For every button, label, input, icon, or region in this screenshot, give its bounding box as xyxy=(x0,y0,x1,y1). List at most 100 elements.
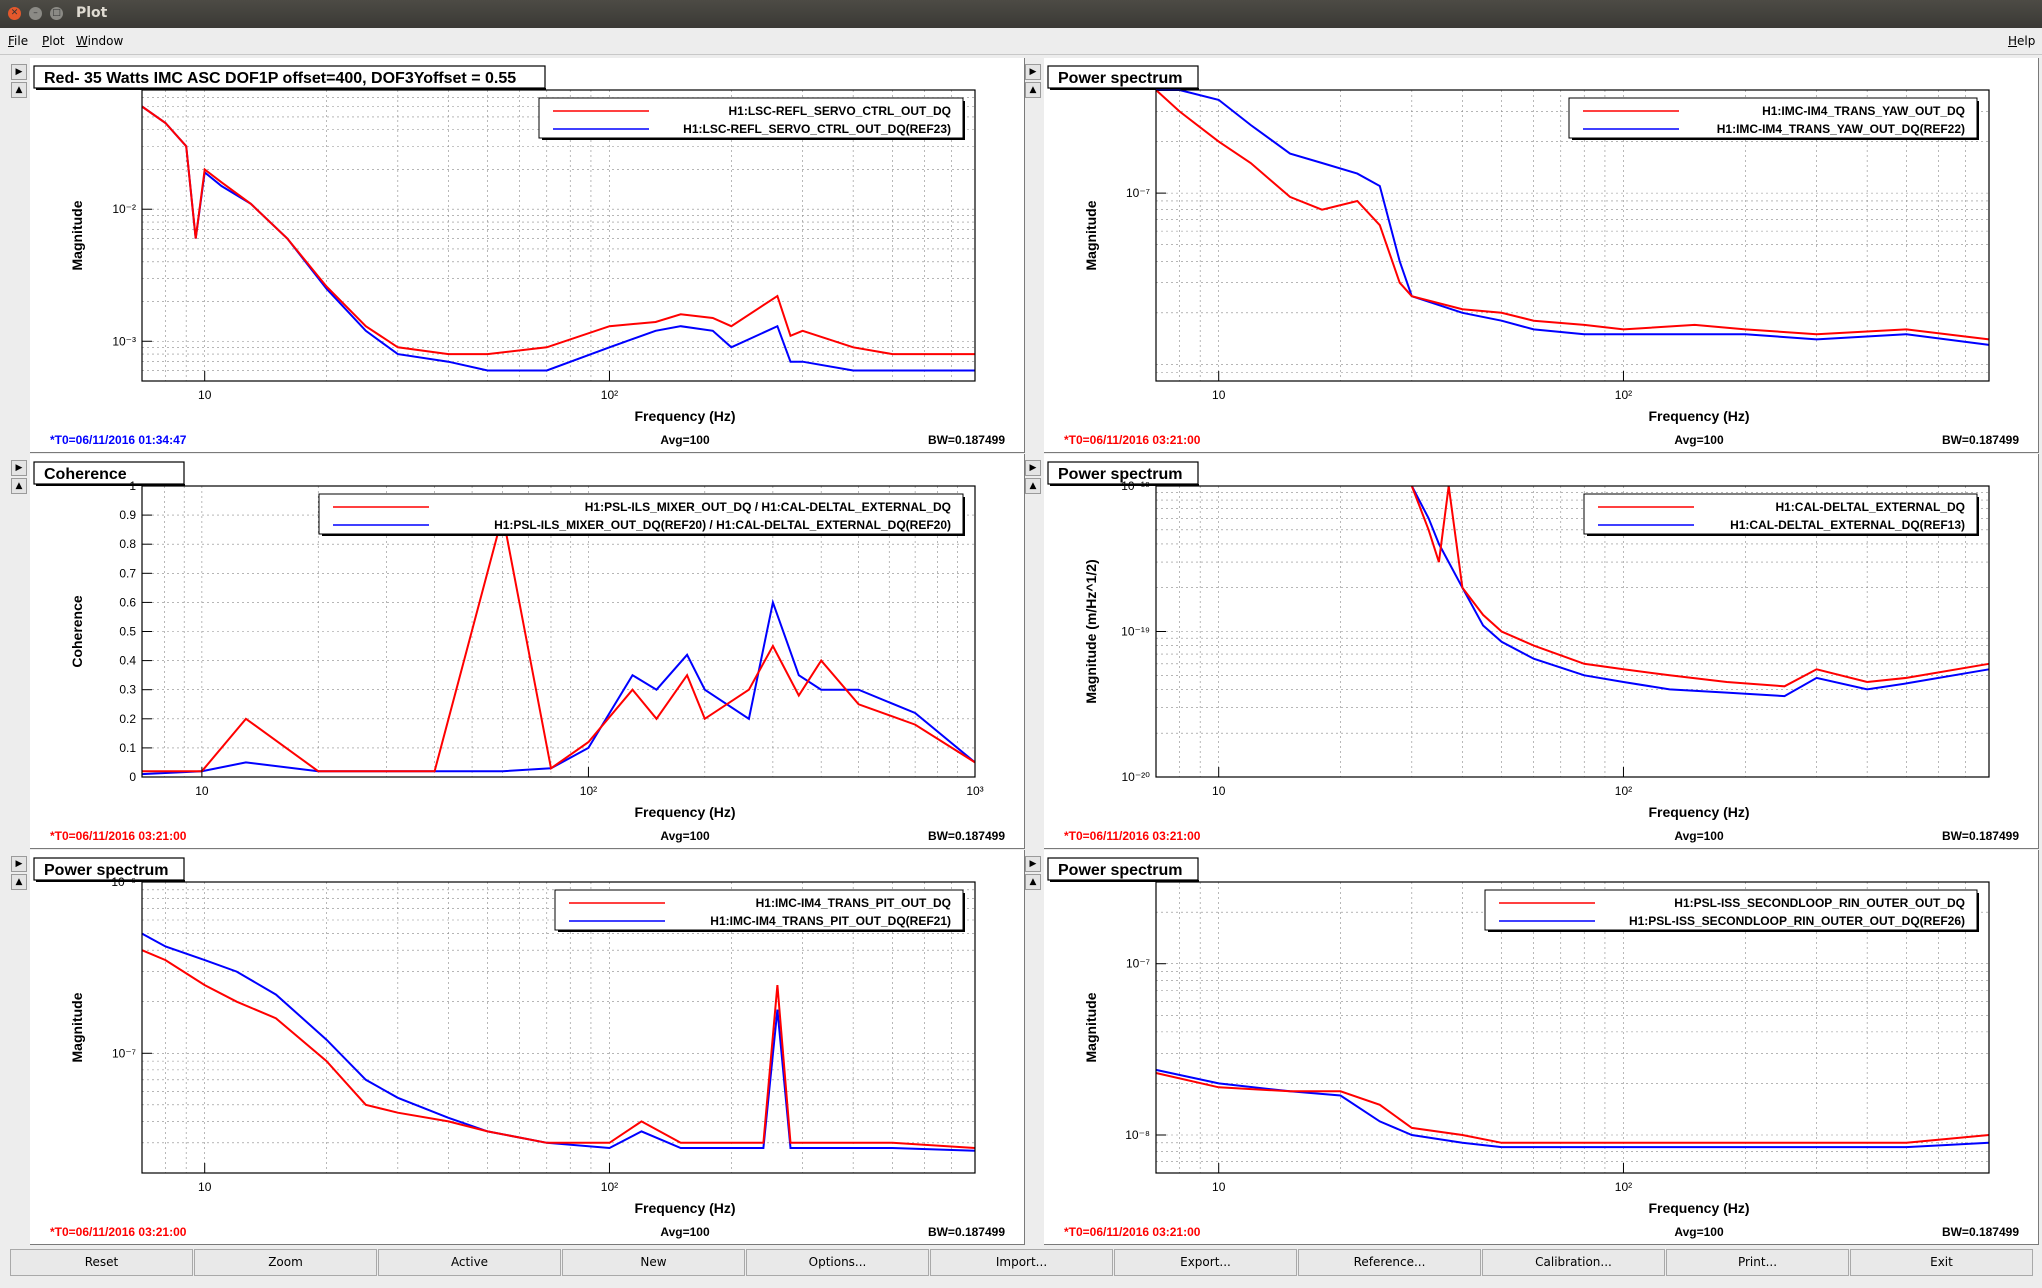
plot-svg[interactable]: Red- 35 Watts IMC ASC DOF1P offset=400, … xyxy=(30,58,1024,452)
panel-expand-down-icon[interactable]: ▲ xyxy=(1025,82,1041,98)
y-tick-label: 10⁻²⁰ xyxy=(1122,770,1151,784)
y-tick-label: 10⁻¹⁹ xyxy=(1121,625,1150,639)
plot-svg[interactable]: Power spectrum 10 10² 10⁻⁷ 10⁻⁸ Frequency (Hz… xyxy=(1044,850,2038,1244)
plot-canvas[interactable]: Coherence 10 10² 10³ 1 0.9 0.8 0.7 0.6 0.5 0.4 0.3 0… xyxy=(30,454,1025,849)
toolbar-button-exit[interactable]: Exit xyxy=(1850,1249,2033,1276)
menu-file[interactable]: File xyxy=(8,34,29,48)
plot-svg[interactable]: Power spectrum 10 10² 10⁻⁶ 10⁻⁷ Frequency (Hz… xyxy=(30,850,1024,1244)
bottom-toolbar: Reset Zoom Active New Options... Import... Exp… xyxy=(10,1249,2033,1276)
toolbar-button-new[interactable]: New xyxy=(562,1249,745,1276)
plot-title: Power spectrum xyxy=(1058,862,1182,879)
panel-expand-up-icon[interactable]: ▶ xyxy=(11,460,27,476)
window-titlebar: ✕ – □ Plot xyxy=(0,0,2042,28)
window-maximize-icon[interactable]: □ xyxy=(50,7,63,20)
window-close-icon[interactable]: ✕ xyxy=(8,7,21,20)
t0-timestamp: *T0=06/11/2016 01:34:47 xyxy=(50,433,187,447)
x-tick-label: 10 xyxy=(195,784,209,798)
toolbar-button-options[interactable]: Options... xyxy=(746,1249,929,1276)
menu-help[interactable]: Help xyxy=(2008,34,2036,48)
plot-panel-lsc-refl: ▶ ▲ Red- 35 Watts IMC ASC DOF1P offset=400… xyxy=(10,58,1025,453)
toolbar-button-export[interactable]: Export... xyxy=(1114,1249,1297,1276)
panel-expand-up-icon[interactable]: ▶ xyxy=(1025,64,1041,80)
toolbar-button-reset[interactable]: Reset xyxy=(10,1249,193,1276)
y-tick-label: 0.2 xyxy=(119,712,136,726)
x-axis-label: Frequency (Hz) xyxy=(634,408,735,424)
y-axis-label: Magnitude xyxy=(69,992,85,1062)
plot-canvas[interactable]: Red- 35 Watts IMC ASC DOF1P offset=400, … xyxy=(30,58,1025,453)
plot-frame xyxy=(1155,89,1990,382)
trace-reference xyxy=(141,598,976,776)
legend-box[interactable] xyxy=(1583,493,1978,535)
toolbar-button-print[interactable]: Print... xyxy=(1666,1249,1849,1276)
plot-panel-coherence: ▶ ▲ Coherence 10 10² 10³ 1 0.9 0.8 0.7 0.6 0.5 0.4 0.… xyxy=(10,454,1025,849)
x-axis-label: Frequency (Hz) xyxy=(634,804,735,820)
toolbar-button-calibration[interactable]: Calibration... xyxy=(1482,1249,1665,1276)
plot-canvas[interactable]: Power spectrum 10 10² 10⁻⁷ 10⁻⁸ Frequency (Hz… xyxy=(1044,850,2039,1245)
bandwidth: BW=0.187499 xyxy=(928,1225,1005,1239)
menu-window[interactable]: Window xyxy=(76,34,124,48)
legend-entry: H1:IMC-IM4_TRANS_YAW_OUT_DQ(REF22) xyxy=(1717,122,1965,136)
y-tick-label: 0.3 xyxy=(119,683,136,697)
avg-count: Avg=100 xyxy=(1674,1225,1724,1239)
y-tick-label: 0.7 xyxy=(119,566,136,580)
legend-entry: H1:PSL-ISS_SECONDLOOP_RIN_OUTER_OUT_DQ xyxy=(1674,896,1965,910)
y-tick-label: 10⁻⁸ xyxy=(1125,1128,1150,1142)
plot-svg[interactable]: Coherence 10 10² 10³ 1 0.9 0.8 0.7 0.6 0.5 0.4 0.3 0… xyxy=(30,454,1024,848)
plot-canvas[interactable]: Power spectrum 10 10² 10⁻¹⁸ 10⁻¹⁹ 10⁻²⁰ Freque… xyxy=(1044,454,2039,849)
trace-current xyxy=(141,949,976,1149)
plot-grid xyxy=(142,90,975,381)
trace-current xyxy=(141,105,975,356)
toolbar-button-active[interactable]: Active xyxy=(378,1249,561,1276)
toolbar-button-import[interactable]: Import... xyxy=(930,1249,1113,1276)
y-axis-label: Magnitude xyxy=(1083,200,1099,270)
legend-box[interactable] xyxy=(1568,97,1978,139)
panel-expand-down-icon[interactable]: ▲ xyxy=(1025,874,1041,890)
y-tick-label: 10⁻⁷ xyxy=(1126,957,1150,971)
legend-box[interactable] xyxy=(554,889,964,931)
x-tick-label: 10 xyxy=(198,388,212,402)
plot-title: Coherence xyxy=(44,466,127,483)
plot-frame xyxy=(141,89,976,382)
avg-count: Avg=100 xyxy=(660,433,710,447)
x-tick-label: 10³ xyxy=(966,784,983,798)
plot-canvas[interactable]: Power spectrum 10 10² 10⁻⁶ 10⁻⁷ Frequency (Hz… xyxy=(30,850,1025,1245)
legend-entry: H1:PSL-ILS_MIXER_OUT_DQ(REF20) / H1:CAL-… xyxy=(494,518,951,532)
x-tick-label: 10 xyxy=(1212,784,1226,798)
panel-expand-down-icon[interactable]: ▲ xyxy=(11,874,27,890)
panel-expand-up-icon[interactable]: ▶ xyxy=(11,856,27,872)
y-tick-label: 10⁻³ xyxy=(112,334,136,348)
plot-title: Power spectrum xyxy=(1058,466,1182,483)
plot-panel-cal-deltal: ▶ ▲ Power spectrum 10 10² 10⁻¹⁸ 10⁻¹⁹ 10⁻²⁰ Freq… xyxy=(1024,454,2039,849)
bandwidth: BW=0.187499 xyxy=(928,829,1005,843)
x-axis-label: Frequency (Hz) xyxy=(634,1200,735,1216)
legend-box[interactable] xyxy=(1484,889,1978,931)
y-tick-label: 0.8 xyxy=(119,537,136,551)
t0-timestamp: *T0=06/11/2016 03:21:00 xyxy=(1064,433,1201,447)
plot-title: Red- 35 Watts IMC ASC DOF1P offset=400, … xyxy=(44,70,516,87)
avg-count: Avg=100 xyxy=(1674,829,1724,843)
trace-reference xyxy=(1410,485,1990,698)
panel-expand-down-icon[interactable]: ▲ xyxy=(1025,478,1041,494)
legend-entry: H1:PSL-ILS_MIXER_OUT_DQ / H1:CAL-DELTAL_… xyxy=(585,500,951,514)
menu-plot[interactable]: Plot xyxy=(42,34,65,48)
trace-reference xyxy=(1155,1068,1990,1149)
plot-svg[interactable]: Power spectrum 10 10² 10⁻⁷ Frequency (Hz) Mag… xyxy=(1044,58,2038,452)
legend-entry: H1:CAL-DELTAL_EXTERNAL_DQ xyxy=(1775,500,1965,514)
panel-expand-up-icon[interactable]: ▶ xyxy=(1025,460,1041,476)
plot-svg[interactable]: Power spectrum 10 10² 10⁻¹⁸ 10⁻¹⁹ 10⁻²⁰ Freque… xyxy=(1044,454,2038,848)
panel-expand-down-icon[interactable]: ▲ xyxy=(11,478,27,494)
y-axis-label: Magnitude (m/Hz^1/2) xyxy=(1083,559,1099,703)
window-minimize-icon[interactable]: – xyxy=(29,7,42,20)
t0-timestamp: *T0=06/11/2016 03:21:00 xyxy=(50,1225,187,1239)
plot-canvas[interactable]: Power spectrum 10 10² 10⁻⁷ Frequency (Hz) Mag… xyxy=(1044,58,2039,453)
y-tick-label: 0.1 xyxy=(119,741,136,755)
y-tick-label: 0.6 xyxy=(119,595,136,609)
panel-expand-up-icon[interactable]: ▶ xyxy=(1025,856,1041,872)
panel-expand-down-icon[interactable]: ▲ xyxy=(11,82,27,98)
y-tick-label: 10⁻² xyxy=(112,202,136,216)
legend-entry: H1:IMC-IM4_TRANS_PIT_OUT_DQ(REF21) xyxy=(710,914,951,928)
panel-expand-up-icon[interactable]: ▶ xyxy=(11,64,27,80)
x-axis-label: Frequency (Hz) xyxy=(1648,804,1749,820)
toolbar-button-zoom[interactable]: Zoom xyxy=(194,1249,377,1276)
toolbar-button-reference[interactable]: Reference... xyxy=(1298,1249,1481,1276)
